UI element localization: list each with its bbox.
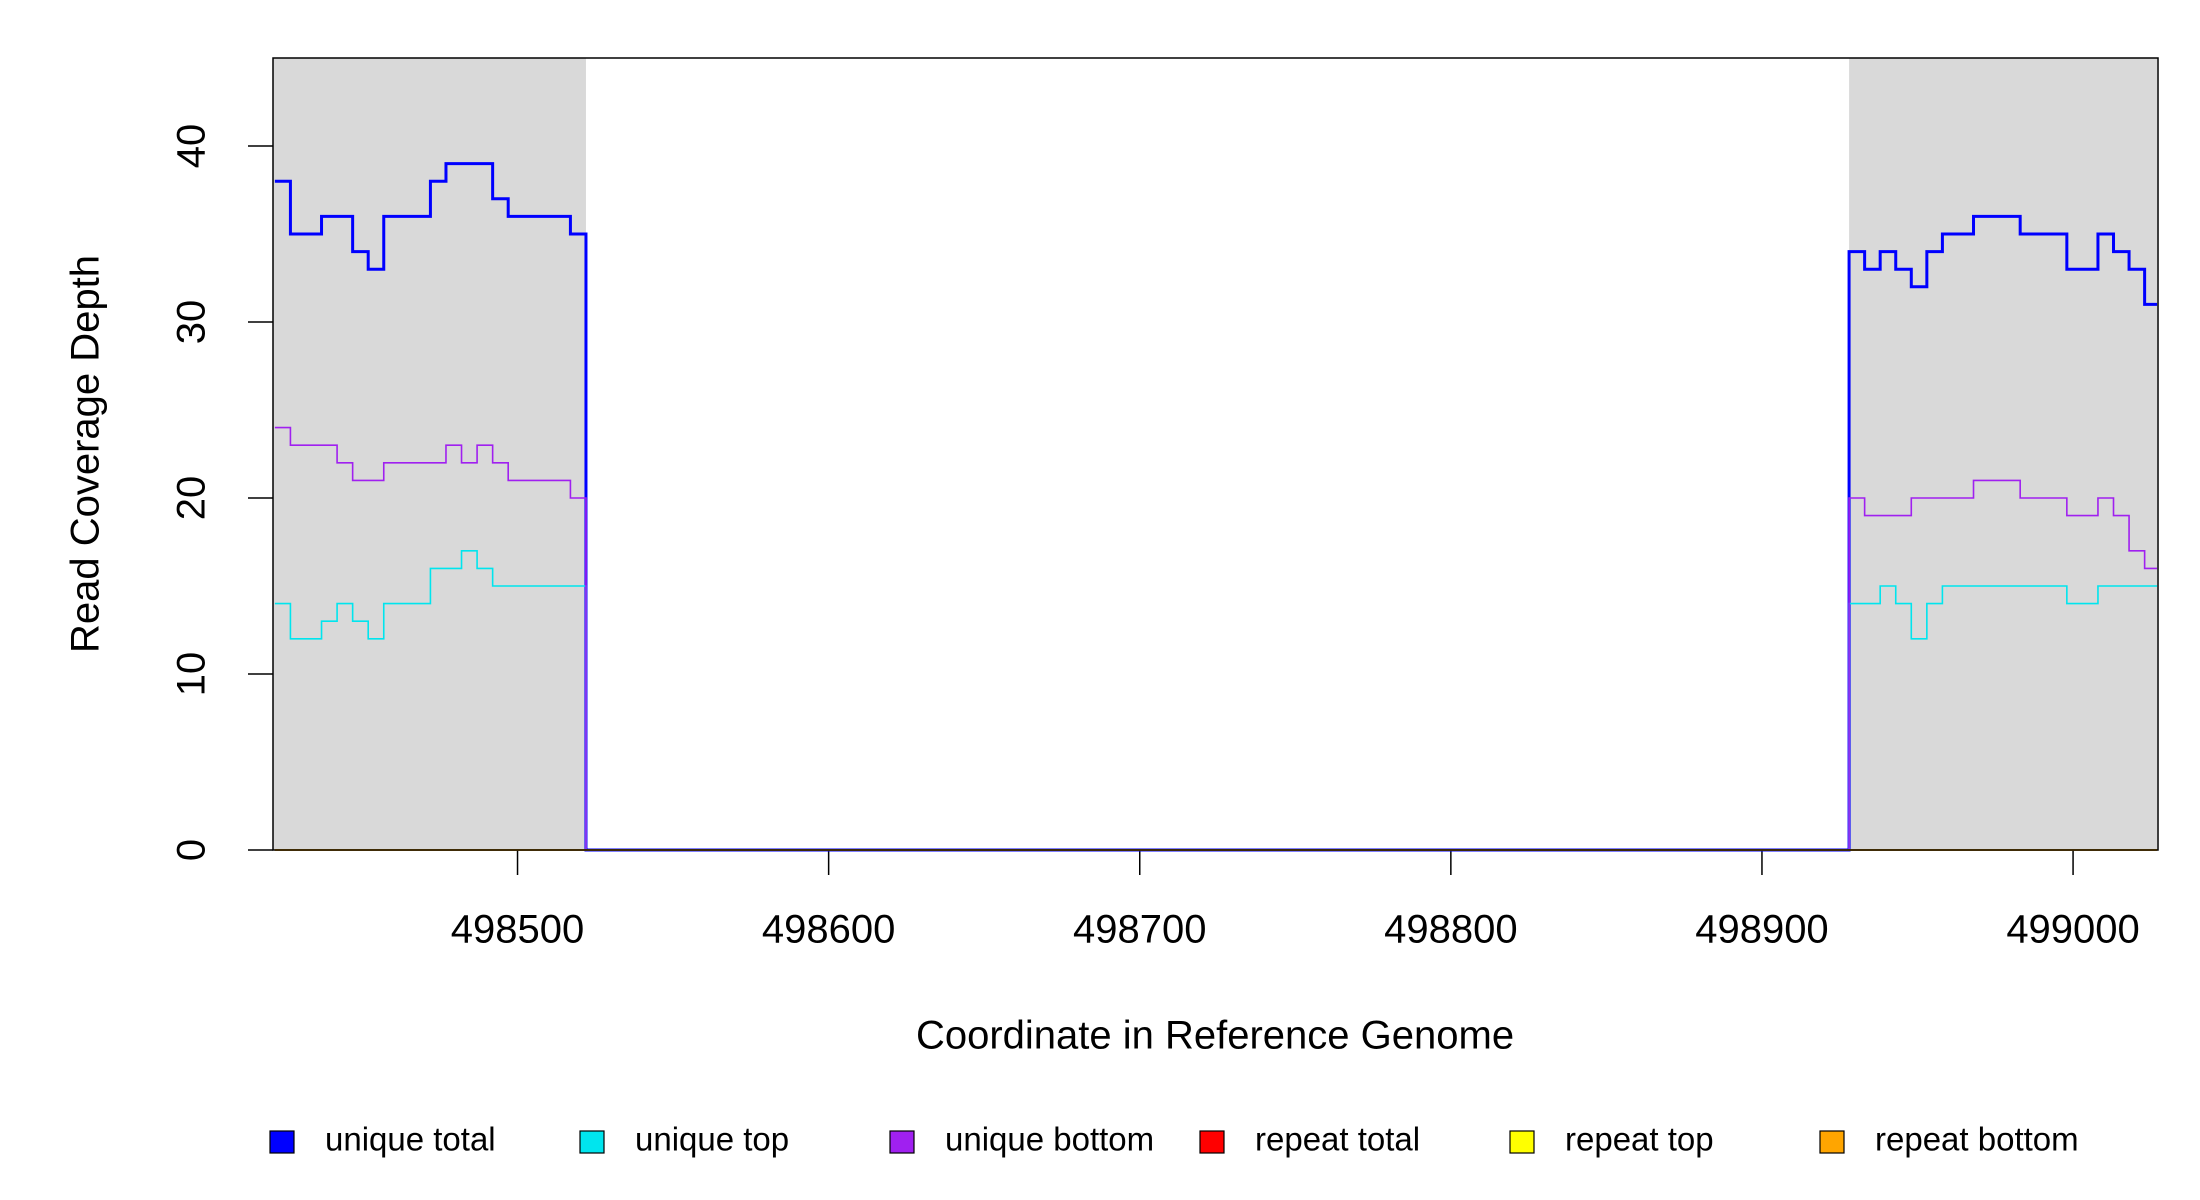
x-tick-label: 498500: [451, 908, 584, 952]
y-tick-label: 20: [170, 476, 214, 521]
legend-swatch: [889, 1130, 915, 1154]
y-tick-label: 10: [170, 652, 214, 697]
legend-swatch: [269, 1130, 295, 1154]
legend-label: repeat top: [1565, 1121, 1714, 1158]
x-tick-label: 499000: [2006, 908, 2139, 952]
y-tick-label: 0: [170, 839, 214, 861]
shaded-region: [1849, 58, 2158, 850]
legend-swatch: [1509, 1130, 1535, 1154]
y-tick-label: 40: [170, 124, 214, 169]
plot-frame: [272, 57, 2159, 851]
legend-label: repeat bottom: [1875, 1121, 2079, 1158]
legend-swatch: [1819, 1130, 1845, 1154]
legend-label: unique bottom: [945, 1121, 1154, 1158]
legend-swatch: [579, 1130, 605, 1154]
y-axis-label: Read Coverage Depth: [64, 255, 108, 653]
y-tick-label: 30: [170, 300, 214, 345]
x-tick-label: 498700: [1073, 908, 1206, 952]
x-axis-label: Coordinate in Reference Genome: [916, 1014, 1514, 1058]
legend-label: repeat total: [1255, 1121, 1420, 1158]
legend-label: unique top: [635, 1121, 789, 1158]
x-tick-label: 498900: [1695, 908, 1828, 952]
series-line: [274, 162, 2158, 852]
shaded-region: [273, 58, 586, 850]
x-tick-label: 498600: [762, 908, 895, 952]
legend-label: unique total: [325, 1121, 496, 1158]
legend-swatch: [1199, 1130, 1225, 1154]
x-tick-label: 498800: [1384, 908, 1517, 952]
